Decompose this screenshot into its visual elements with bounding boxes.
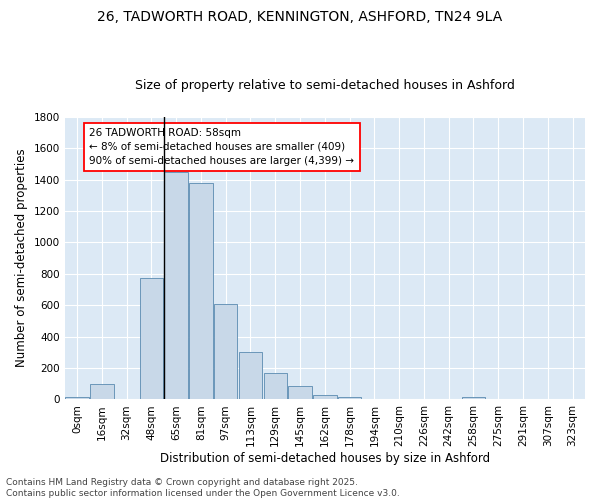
Bar <box>65 397 89 400</box>
Text: 26 TADWORTH ROAD: 58sqm
← 8% of semi-detached houses are smaller (409)
90% of se: 26 TADWORTH ROAD: 58sqm ← 8% of semi-det… <box>89 128 355 166</box>
Text: 26, TADWORTH ROAD, KENNINGTON, ASHFORD, TN24 9LA: 26, TADWORTH ROAD, KENNINGTON, ASHFORD, … <box>97 10 503 24</box>
Bar <box>288 386 312 400</box>
X-axis label: Distribution of semi-detached houses by size in Ashford: Distribution of semi-detached houses by … <box>160 452 490 465</box>
Bar <box>313 394 337 400</box>
Title: Size of property relative to semi-detached houses in Ashford: Size of property relative to semi-detach… <box>135 79 515 92</box>
Bar <box>263 373 287 400</box>
Bar <box>338 397 361 400</box>
Bar <box>214 304 238 400</box>
Y-axis label: Number of semi-detached properties: Number of semi-detached properties <box>15 149 28 368</box>
Bar <box>189 182 213 400</box>
Bar <box>239 352 262 400</box>
Bar <box>462 397 485 400</box>
Text: Contains HM Land Registry data © Crown copyright and database right 2025.
Contai: Contains HM Land Registry data © Crown c… <box>6 478 400 498</box>
Bar <box>90 384 113 400</box>
Bar <box>164 172 188 400</box>
Bar <box>140 278 163 400</box>
